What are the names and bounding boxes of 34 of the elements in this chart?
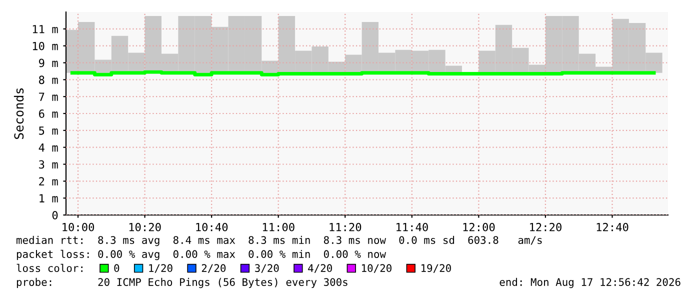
x-tick-label: 11:00	[262, 222, 294, 232]
legend-label: 1/20	[149, 264, 172, 273]
y-tick-label: 8 m	[39, 76, 58, 84]
y-tick-label: 4 m	[38, 143, 58, 152]
y-tick-label: 7 m	[39, 92, 58, 101]
legend-label: 19/20	[422, 264, 451, 273]
y-tick-label: 3 m	[39, 160, 58, 169]
x-tick-label: 10:40	[196, 222, 228, 232]
legend-label: 10/20	[362, 264, 392, 273]
text: probe: 20 ICMP Echo Pings (56 Bytes) every 300s	[16, 278, 348, 288]
x-tick-label: 12:00	[463, 222, 495, 232]
x-tick-label: 11:40	[396, 222, 428, 232]
y-tick-label: 11 m	[32, 25, 58, 34]
y-tick-label: 5 m	[39, 126, 58, 135]
x-tick-label: 10:20	[129, 222, 161, 232]
legend-title: loss color:	[16, 264, 82, 272]
x-tick-label: 11:20	[330, 222, 362, 232]
y-tick-label: 1 m	[40, 194, 58, 202]
text: median rtt: 8.3 ms avg 8.4 ms max 8.3 ms min 8.3 ms now 0.0 ms sd 603.8 am/s	[16, 236, 542, 246]
x-tick-label: 10:00	[62, 222, 94, 232]
text: packet loss: 0.00 % avg 0.00 % max 0.00 % min 0.00 % now	[16, 250, 386, 260]
y-tick-label: 10 m	[32, 42, 58, 50]
y-axis-title: Seconds	[14, 88, 24, 139]
y-tick-label: 6 m	[39, 110, 58, 118]
x-tick-label: 12:40	[596, 222, 628, 232]
legend-label: 4/20	[308, 264, 332, 273]
legend-label: 3/20	[255, 264, 279, 273]
y-tick-label: 2 m	[39, 177, 58, 186]
legend-label: 2/20	[202, 264, 226, 273]
y-tick-label: 0	[52, 211, 58, 220]
text: end: Mon Aug 17 12:56:42 2026	[500, 278, 680, 288]
legend-label: 0	[114, 264, 120, 272]
x-tick-label: 12:20	[530, 222, 562, 232]
y-tick-label: 9 m	[38, 58, 58, 68]
